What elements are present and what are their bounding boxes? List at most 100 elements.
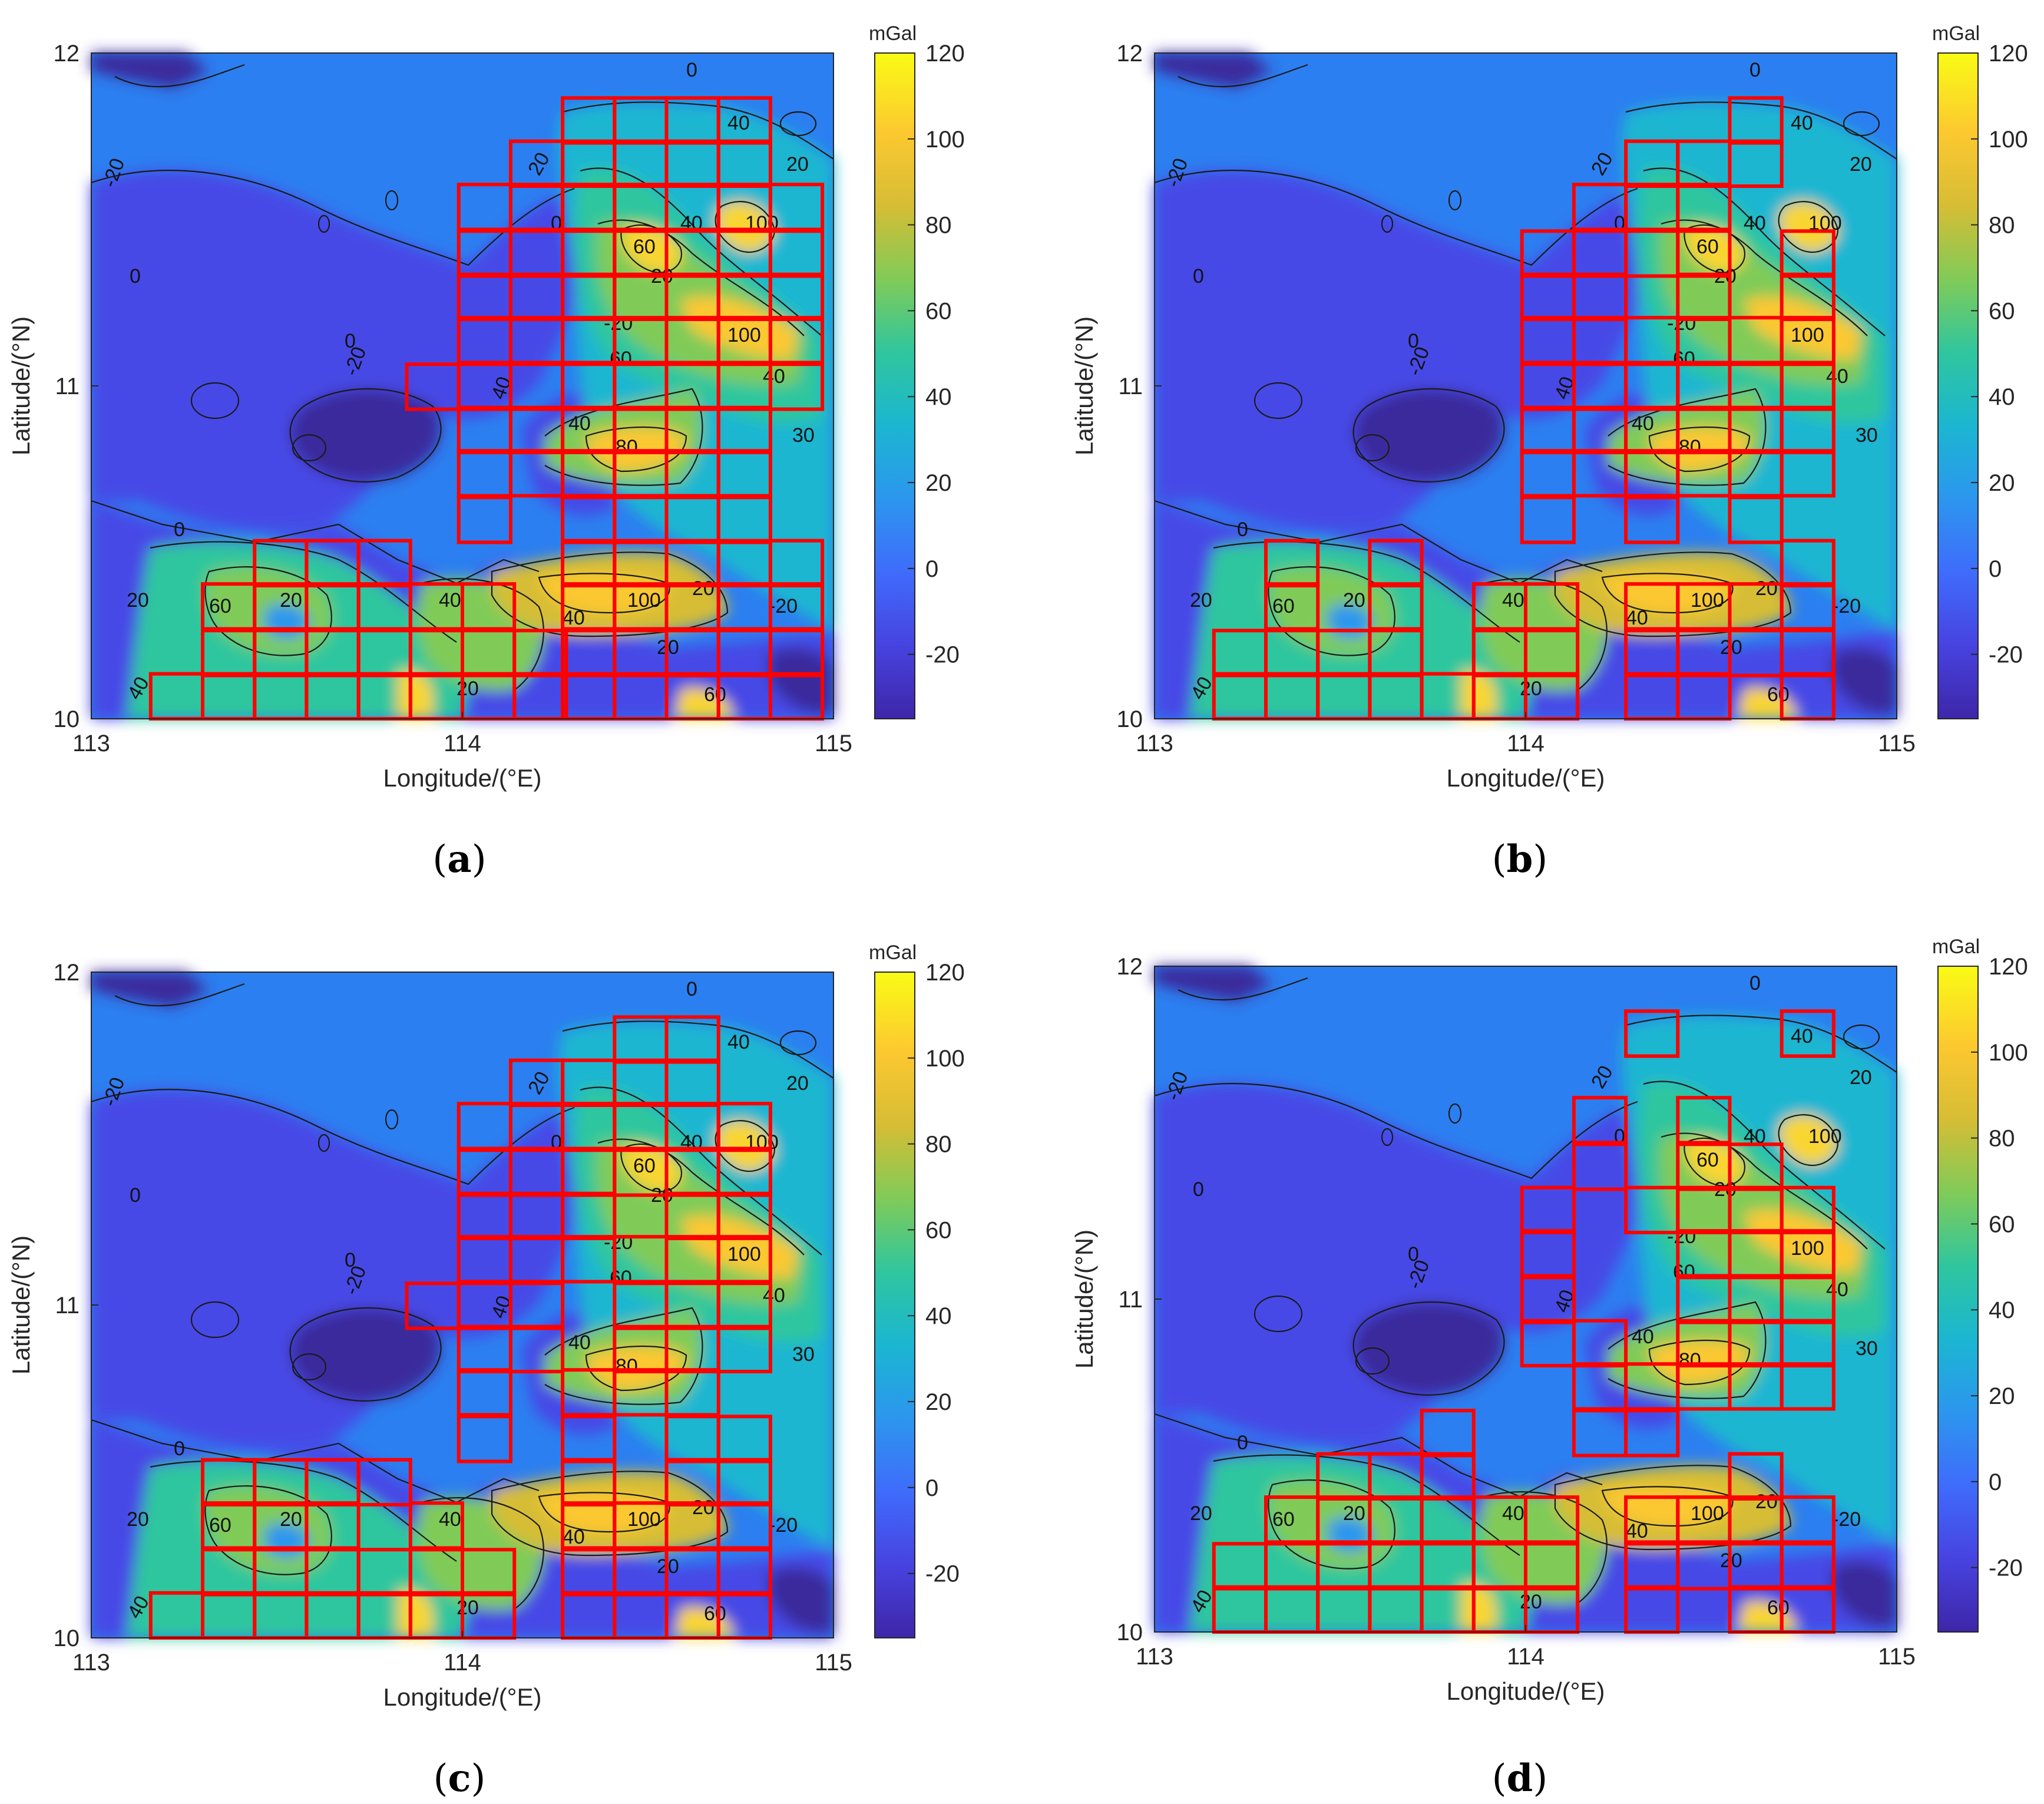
- colorbar-tick-label: 100: [1989, 127, 2028, 153]
- x-axis-title: Longitude/(°E): [1447, 764, 1605, 792]
- panel-label-c: (c): [434, 1756, 486, 1800]
- x-tick-label: 114: [1507, 1644, 1544, 1670]
- colorbar-ramp: [1937, 52, 1979, 719]
- colorbar-tick-label: 60: [1989, 1211, 2015, 1237]
- panel-label-a: (a): [432, 837, 486, 881]
- colorbar-tick-label: 40: [1989, 1297, 2015, 1323]
- colorbar-tick-label: 80: [925, 1132, 952, 1158]
- colorbar-unit: mGal: [869, 22, 917, 45]
- colorbar: -20 0 20 40 60 80 100 120 mGal: [1932, 22, 2028, 719]
- x-tick-label: 114: [444, 731, 481, 756]
- colorbar-tick-label: 20: [1989, 1383, 2015, 1409]
- grid-cell: [716, 1324, 772, 1374]
- colorbar-ramp: [874, 972, 915, 1638]
- grid-cell: [1624, 1409, 1680, 1458]
- grid-cell: [1780, 1362, 1835, 1411]
- y-tick-label: 11: [1118, 374, 1143, 399]
- colorbar-tick-label: 80: [925, 213, 952, 239]
- x-tick-label: 113: [72, 731, 110, 756]
- y-tick-label: 10: [1117, 1620, 1143, 1646]
- panel-label-d: (d): [1492, 1756, 1548, 1800]
- colorbar: -20 0 20 40 60 80 100 120 mGal: [869, 22, 965, 719]
- colorbar-unit: mGal: [1932, 22, 1980, 45]
- x-tick-label: 115: [1878, 1644, 1916, 1670]
- colorbar-tick-label: 60: [1989, 298, 2015, 324]
- colorbar-tick-label: 40: [925, 384, 952, 410]
- panel-c: 113 114 115 10 11 12 Longitude/(°E) Latitude/(°…: [7, 941, 965, 1711]
- colorbar-tick-label: 20: [1989, 470, 2015, 496]
- x-tick-label: 115: [1878, 731, 1916, 756]
- colorbar-tick-label: 100: [925, 1046, 965, 1072]
- colorbar-tick-label: 80: [1989, 213, 2015, 239]
- grid-cell: [768, 362, 825, 411]
- grid-cell: [457, 495, 512, 544]
- grid-cells: [1212, 1009, 1835, 1634]
- colorbar-tick-label: 120: [925, 41, 965, 67]
- colorbar-tick-label: 40: [1989, 384, 2015, 410]
- x-tick-label: 115: [815, 1650, 852, 1676]
- colorbar-tick-label: -20: [1989, 1555, 2023, 1581]
- x-tick-label: 115: [815, 731, 852, 756]
- grid-cell: [356, 1458, 412, 1507]
- y-axis-title: Latitude/(°N): [1070, 316, 1098, 455]
- x-tick-label: 113: [1136, 1644, 1173, 1670]
- grid-cells: [148, 1015, 772, 1640]
- colorbar-tick-label: 120: [1989, 954, 2028, 980]
- colorbar: -20 0 20 40 60 80 100 120 mGal: [1932, 936, 2028, 1633]
- panel-d: 113 114 115 10 11 12 Longitude/(°E) Latitude/(°…: [1070, 936, 2028, 1705]
- grid-cell: [1520, 495, 1576, 544]
- colorbar-tick-label: 60: [925, 298, 952, 324]
- y-axis-title: Latitude/(°N): [1070, 1230, 1098, 1369]
- x-axis-title: Longitude/(°E): [1447, 1677, 1605, 1705]
- colorbar-tick-label: 20: [925, 470, 952, 496]
- grid-cell: [1780, 1009, 1835, 1058]
- colorbar-tick-label: -20: [1989, 642, 2023, 668]
- grid-cell: [508, 1324, 565, 1374]
- colorbar-unit: mGal: [869, 941, 917, 964]
- colorbar-tick-label: 60: [925, 1217, 952, 1243]
- colorbar-tick-label: 0: [925, 556, 938, 582]
- y-tick-label: 10: [54, 706, 80, 732]
- colorbar-tick-label: 20: [925, 1389, 952, 1415]
- colorbar-tick-label: 120: [1989, 41, 2028, 67]
- colorbar-tick-label: 120: [925, 960, 965, 986]
- colorbar-tick-label: -20: [925, 1561, 960, 1587]
- x-tick-label: 113: [72, 1650, 110, 1676]
- grid-cell: [1624, 1009, 1680, 1058]
- colorbar-tick-label: 40: [925, 1303, 952, 1329]
- grid-cell: [1624, 495, 1680, 544]
- colorbar-tick-label: 0: [1989, 1469, 2002, 1495]
- y-tick-label: 12: [1117, 954, 1143, 980]
- x-tick-label: 114: [1507, 731, 1544, 756]
- x-axis-title: Longitude/(°E): [383, 1683, 542, 1711]
- y-tick-label: 10: [1117, 706, 1143, 732]
- colorbar-tick-label: 0: [1989, 556, 2002, 582]
- y-tick-label: 11: [55, 374, 80, 399]
- y-tick-label: 10: [54, 1625, 80, 1651]
- grid-cells: [148, 96, 825, 721]
- y-tick-label: 11: [1118, 1287, 1143, 1313]
- colorbar-tick-label: 80: [1989, 1126, 2015, 1152]
- grid-cell: [457, 1415, 512, 1463]
- grid-cell: [1572, 1142, 1628, 1191]
- colorbar-tick-label: -20: [925, 642, 960, 668]
- y-tick-label: 12: [54, 41, 80, 67]
- colorbar-unit: mGal: [1932, 936, 1980, 958]
- y-tick-label: 12: [54, 960, 80, 986]
- panel-a: 113 114 115 10 11 12 Longitude/(°E) Latitude/(°…: [7, 22, 965, 792]
- colorbar-ramp: [874, 52, 915, 719]
- grid-cell: [1780, 449, 1835, 498]
- x-tick-label: 114: [444, 1650, 481, 1676]
- y-tick-label: 12: [1117, 41, 1143, 67]
- grid-cell: [1728, 139, 1784, 189]
- x-tick-label: 113: [1136, 731, 1173, 756]
- grid-cell: [1728, 495, 1784, 544]
- y-axis-title: Latitude/(°N): [7, 1235, 35, 1375]
- y-axis-title: Latitude/(°N): [7, 316, 35, 455]
- y-tick-label: 11: [55, 1293, 80, 1319]
- colorbar-ramp: [1937, 966, 1979, 1633]
- x-axis-title: Longitude/(°E): [383, 764, 542, 792]
- colorbar-tick-label: 100: [1989, 1040, 2028, 1066]
- colorbar-tick-label: 100: [925, 127, 965, 153]
